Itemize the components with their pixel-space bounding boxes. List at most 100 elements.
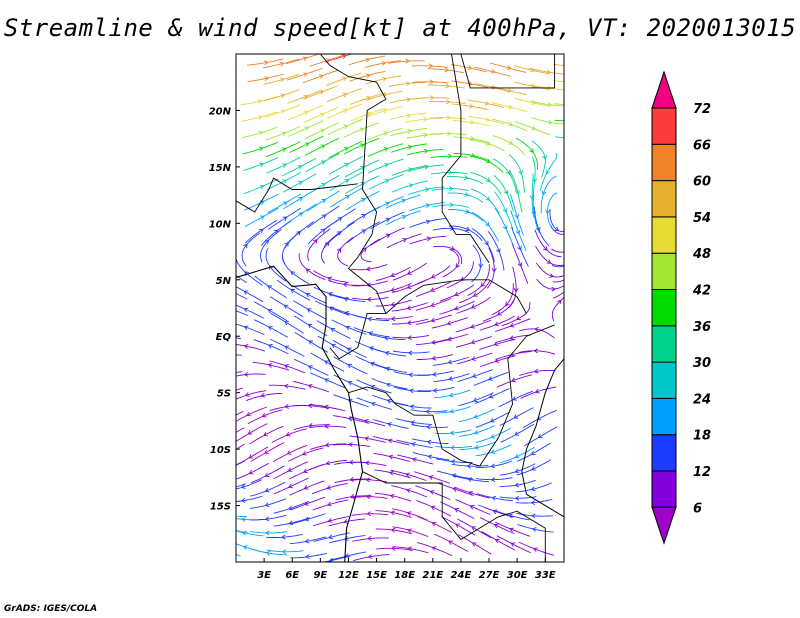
streamline-arrow <box>389 493 395 499</box>
streamline <box>347 221 380 244</box>
streamline <box>555 136 564 138</box>
streamline-arrow <box>221 353 225 357</box>
streamline <box>479 355 516 368</box>
streamline-arrow <box>453 305 459 311</box>
streamline <box>549 209 564 232</box>
streamline <box>368 158 404 174</box>
streamline-arrow <box>281 131 287 137</box>
streamline-arrow <box>347 363 353 369</box>
streamline-arrow <box>281 147 287 153</box>
streamline <box>407 164 445 172</box>
colorbar-label: 66 <box>693 138 711 153</box>
streamline <box>467 99 505 108</box>
streamline-arrow <box>567 249 571 253</box>
streamline-arrow <box>228 289 232 293</box>
streamline <box>496 535 531 554</box>
streamline <box>254 275 287 299</box>
streamline-arrow <box>448 540 453 545</box>
streamline <box>329 534 366 544</box>
streamline-arrow <box>383 131 389 136</box>
streamline <box>547 192 558 231</box>
streamline <box>356 397 393 410</box>
streamline-arrow <box>247 430 253 435</box>
streamline <box>333 394 369 408</box>
streamline <box>535 262 564 278</box>
streamline-arrow <box>473 429 479 435</box>
streamline <box>500 423 535 443</box>
streamline <box>416 354 454 361</box>
streamline-arrow <box>383 147 389 152</box>
streamline-arrow <box>488 393 494 399</box>
streamline <box>471 228 495 263</box>
streamline <box>236 460 246 466</box>
streamline <box>241 111 278 122</box>
streamline <box>236 286 264 303</box>
streamline <box>288 447 324 462</box>
streamline-arrow <box>304 501 309 506</box>
streamline-arrow <box>549 273 554 278</box>
streamline <box>450 64 488 73</box>
streamline <box>246 58 284 66</box>
streamline-arrow <box>425 219 431 225</box>
streamline-arrow <box>336 231 342 236</box>
streamline-arrow <box>469 505 475 510</box>
streamline <box>491 118 528 132</box>
streamline <box>392 318 429 325</box>
colorbar-label: 30 <box>693 356 711 371</box>
streamline <box>493 174 514 212</box>
streamline <box>266 172 302 191</box>
streamline <box>289 536 327 545</box>
streamline <box>236 479 262 490</box>
streamline <box>242 141 279 155</box>
streamline <box>247 409 283 425</box>
streamline-arrow <box>401 214 407 220</box>
streamline-arrow <box>431 546 437 551</box>
streamline <box>373 452 410 462</box>
streamline <box>391 165 428 176</box>
streamline <box>369 333 406 341</box>
streamline <box>307 205 340 229</box>
streamline-arrow <box>568 275 572 279</box>
y-tick-label: 5S <box>217 389 231 400</box>
streamline <box>415 485 451 501</box>
streamline <box>236 343 266 352</box>
streamline-arrow <box>530 486 536 492</box>
streamline <box>243 178 279 195</box>
streamline <box>394 386 431 393</box>
streamline <box>495 351 532 360</box>
streamline <box>365 75 402 85</box>
streamline <box>310 443 347 450</box>
streamline <box>386 233 422 249</box>
streamline-arrow <box>342 92 348 98</box>
streamline-arrow <box>490 477 496 483</box>
streamline-arrow <box>431 355 437 361</box>
streamline-arrow <box>390 316 396 322</box>
streamline-arrow <box>304 142 310 147</box>
streamline-arrow <box>429 79 435 85</box>
streamline-arrow <box>364 436 370 442</box>
streamline <box>530 100 564 107</box>
streamline-arrow <box>409 404 415 410</box>
streamline <box>245 219 278 244</box>
streamline-arrow <box>430 339 436 345</box>
x-tick-label: 3E <box>257 570 271 581</box>
streamline <box>244 207 279 227</box>
streamline-arrow <box>385 217 391 223</box>
x-tick-label: 15E <box>366 570 387 581</box>
streamline-arrow <box>308 340 313 345</box>
colorbar-label: 54 <box>693 211 711 226</box>
streamline-arrow <box>321 198 327 204</box>
streamline <box>405 118 443 123</box>
colorbar-label: 6 <box>693 501 702 516</box>
streamline-arrow <box>305 268 311 273</box>
streamline-arrow <box>406 112 412 118</box>
streamline-arrow <box>491 267 497 273</box>
colorbar-segment <box>651 107 677 145</box>
streamline-arrow <box>303 72 308 77</box>
streamline-arrow <box>471 526 476 531</box>
streamline-arrow <box>248 469 254 475</box>
streamline <box>453 486 490 499</box>
streamline-arrow <box>490 68 496 74</box>
streamline <box>293 424 331 431</box>
streamline <box>433 389 471 399</box>
